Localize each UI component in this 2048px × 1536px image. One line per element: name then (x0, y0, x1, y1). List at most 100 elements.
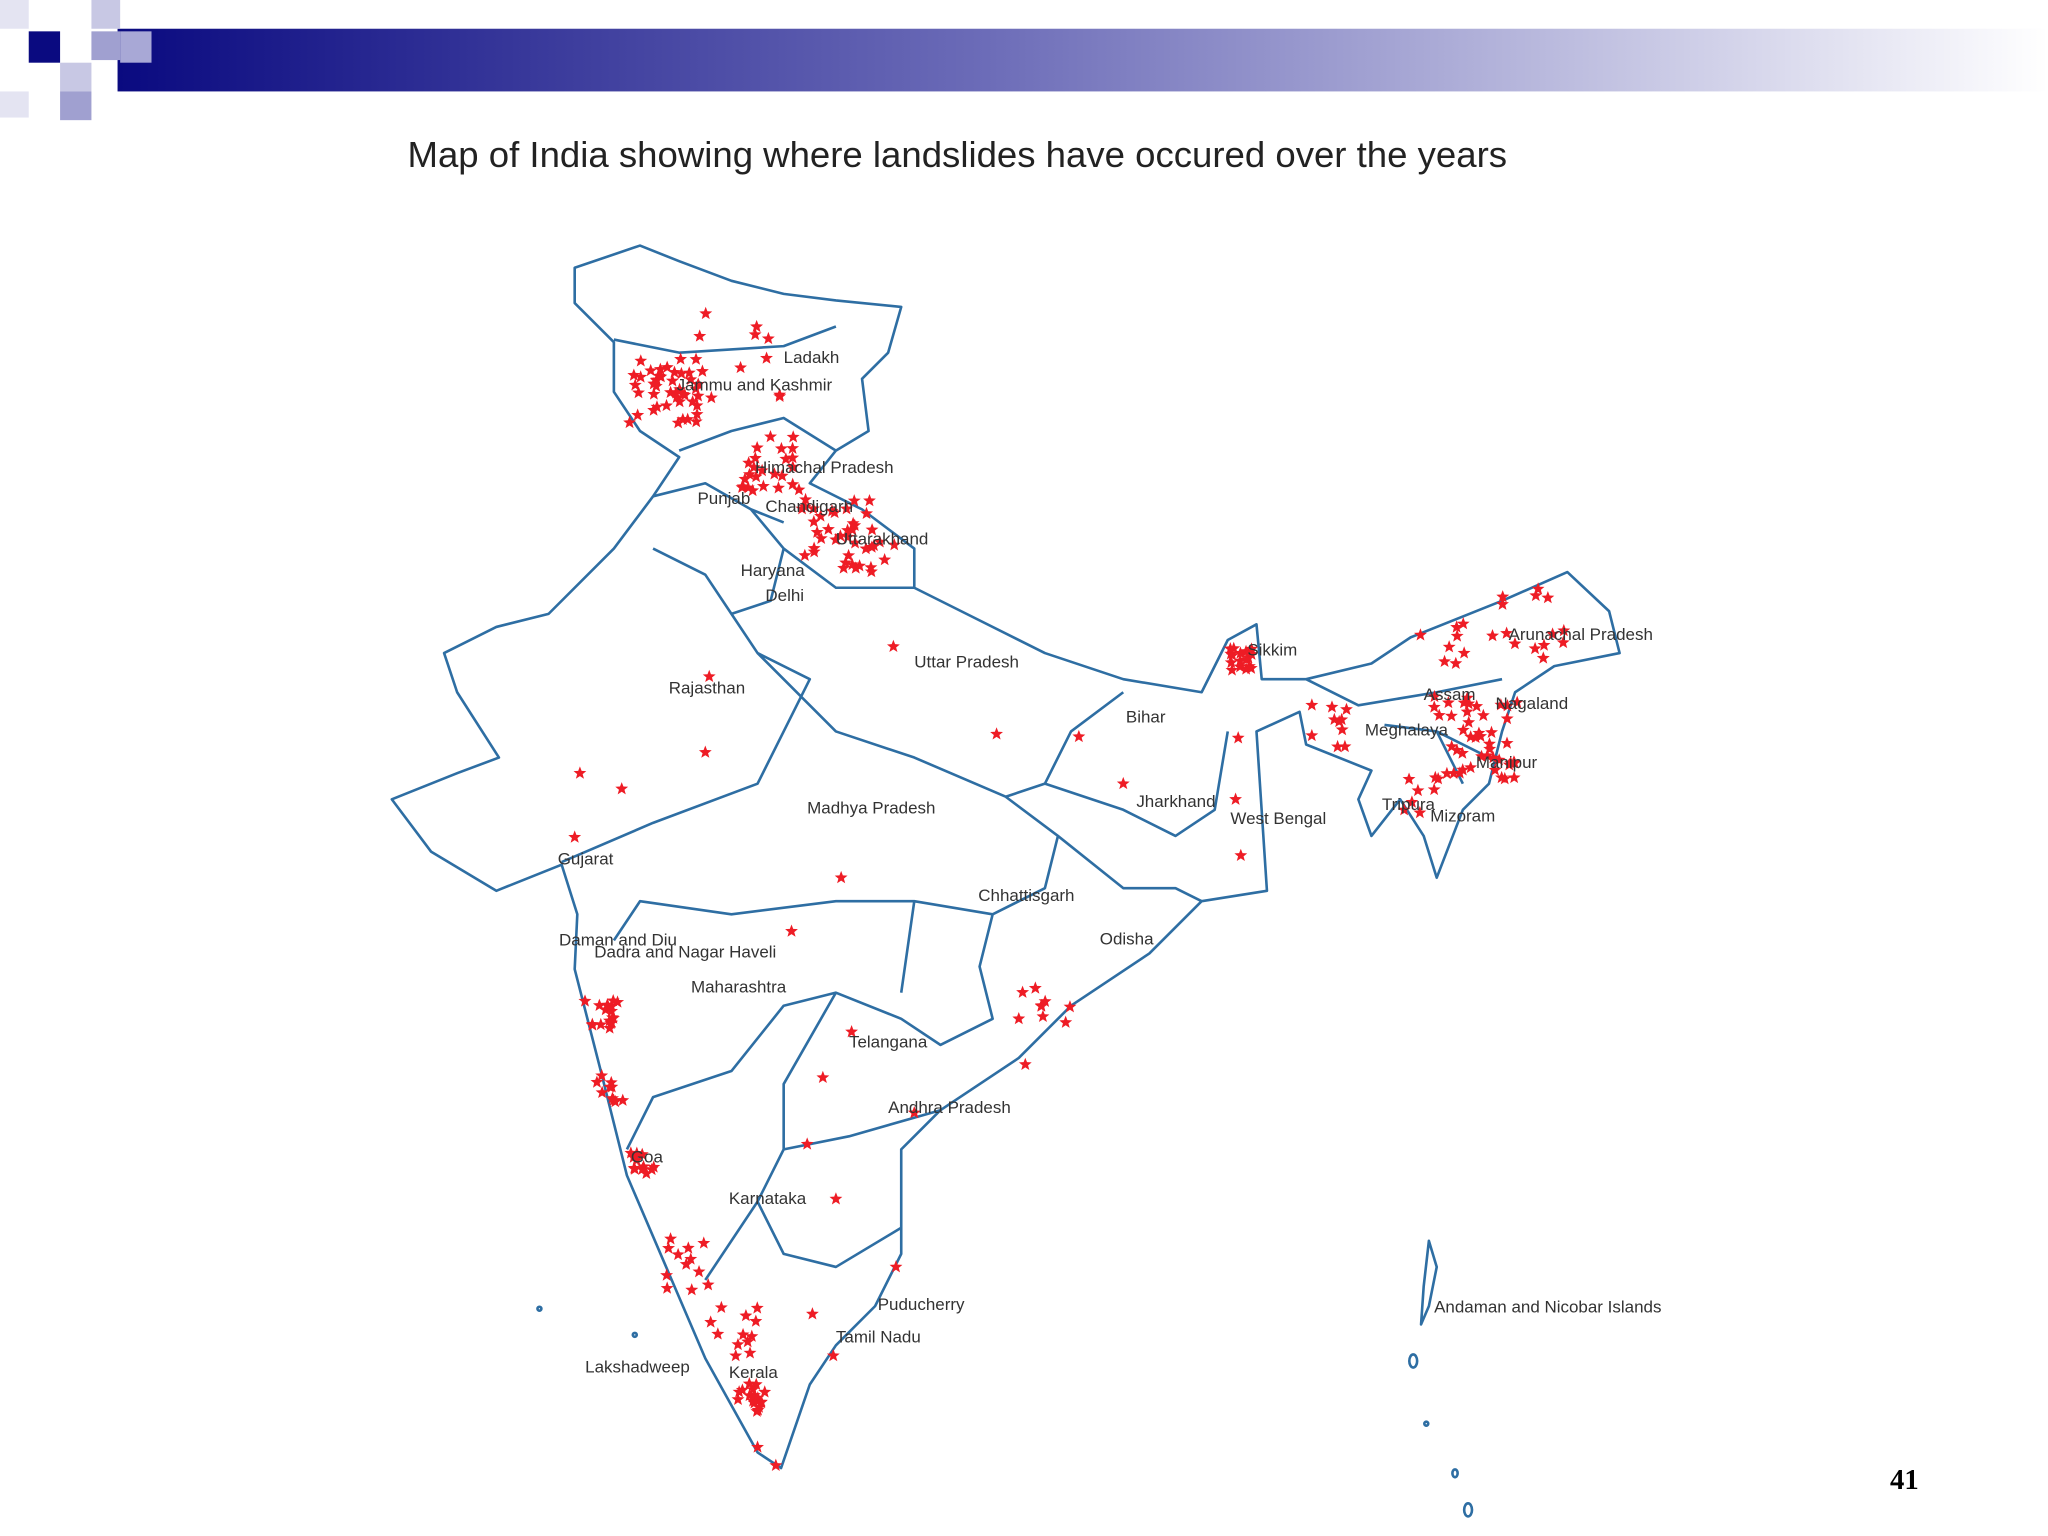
landslide-marker (814, 531, 828, 544)
landslide-marker (568, 830, 582, 843)
landslide-marker (1464, 760, 1478, 774)
landslide-marker (1510, 695, 1524, 708)
landslide-marker (873, 535, 887, 548)
state-label: Uttar Pradesh (914, 652, 1019, 671)
landslide-marker (628, 1162, 642, 1175)
landslide-marker (798, 548, 812, 561)
landslide-marker (785, 924, 798, 937)
landslide-marker (634, 370, 648, 383)
state-label: Tamil Nadu (836, 1328, 921, 1347)
landslide-marker (1397, 803, 1411, 816)
landslide-marker (1239, 662, 1253, 675)
landslide-marker (1498, 771, 1512, 785)
landslide-marker (1486, 751, 1500, 764)
landslide-marker (695, 364, 709, 377)
state-label: West Bengal (1230, 809, 1326, 828)
landslide-marker (795, 502, 809, 515)
landslide-marker (1528, 641, 1542, 655)
landslide-marker (1447, 766, 1461, 779)
landslide-marker (1223, 642, 1237, 655)
landslide-marker (800, 1137, 814, 1150)
landslide-marker (748, 451, 762, 464)
landslide-marker (1116, 776, 1130, 790)
landslide-marker (732, 1385, 746, 1398)
landslide-marker (847, 494, 861, 507)
landslide-marker (886, 639, 900, 653)
landslide-marker (1536, 651, 1550, 664)
landslide-marker (829, 1192, 843, 1205)
landslide-marker (747, 1388, 761, 1401)
landslide-marker (639, 1166, 653, 1180)
landslide-marker (616, 1093, 630, 1106)
landslide-marker (1483, 742, 1497, 755)
state-label: Daman and Diu (559, 931, 677, 950)
landslide-marker (889, 1260, 903, 1273)
landslide-marker (699, 306, 713, 320)
landslide-marker (1340, 702, 1353, 715)
state-label: Tripura (1382, 795, 1436, 814)
landslide-marker (833, 529, 847, 542)
state-label: Haryana (741, 561, 806, 580)
landslide-marker (592, 998, 606, 1011)
landslide-marker (627, 368, 641, 381)
landslide-marker (701, 1278, 715, 1291)
landslide-marker (786, 460, 800, 473)
landslide-marker (738, 472, 752, 485)
landslide-marker (792, 483, 806, 496)
landslide-marker (760, 351, 773, 364)
state-label: Punjab (697, 489, 750, 508)
state-label: Mizoram (1430, 807, 1495, 826)
landslide-marker (845, 1025, 858, 1038)
landslide-marker (1457, 646, 1471, 659)
state-label: Ladakh (784, 348, 840, 367)
landslide-marker (1036, 1009, 1050, 1023)
landslide-marker (907, 1106, 921, 1119)
state-label: Arunachal Pradesh (1509, 625, 1653, 644)
landslide-marker (767, 467, 781, 480)
landslide-marker (1335, 722, 1349, 736)
landslide-marker (1470, 699, 1484, 712)
landslide-marker (1239, 644, 1253, 657)
page-number: 41 (1890, 1464, 1919, 1496)
landslide-marker (1456, 617, 1470, 630)
landslide-marker (1494, 698, 1508, 711)
landslide-marker (846, 516, 860, 529)
landslide-marker (741, 480, 755, 494)
landslide-marker (1442, 640, 1456, 653)
landslide-marker (1449, 656, 1463, 669)
landslide-marker (755, 463, 769, 477)
landslide-marker (1500, 736, 1514, 749)
landslide-marker (1427, 700, 1441, 713)
landslide-marker (1464, 730, 1478, 743)
landslide-marker (747, 460, 761, 473)
landslide-marker (1305, 698, 1319, 711)
landslide-marker (644, 363, 658, 377)
landslide-marker (749, 469, 763, 483)
landslide-marker (1225, 663, 1239, 676)
landslide-marker (1500, 699, 1514, 712)
landslide-marker (1441, 695, 1455, 709)
landslide-marker (1072, 729, 1086, 743)
landslide-marker (1496, 597, 1509, 610)
landslide-markers (568, 306, 1571, 1471)
landslide-marker (691, 377, 705, 390)
landslide-marker (849, 561, 863, 574)
state-label: Puducherry (878, 1295, 965, 1314)
landslide-marker (807, 541, 821, 554)
state-label: Odisha (1100, 929, 1154, 948)
landslide-marker (1450, 743, 1464, 756)
landslide-marker (814, 509, 828, 522)
landslide-marker (786, 477, 800, 490)
landslide-marker (685, 1283, 699, 1296)
landslide-marker (578, 994, 592, 1007)
header-decoration (0, 0, 2048, 121)
landslide-marker (742, 467, 756, 480)
landslide-marker (653, 362, 667, 375)
landslide-marker (601, 999, 615, 1012)
landslide-marker (704, 1315, 718, 1328)
landslide-marker (635, 1162, 649, 1175)
state-label: Kerala (729, 1363, 779, 1382)
landslide-marker (686, 394, 700, 408)
landslide-marker (798, 500, 812, 513)
landslide-marker (690, 407, 704, 420)
